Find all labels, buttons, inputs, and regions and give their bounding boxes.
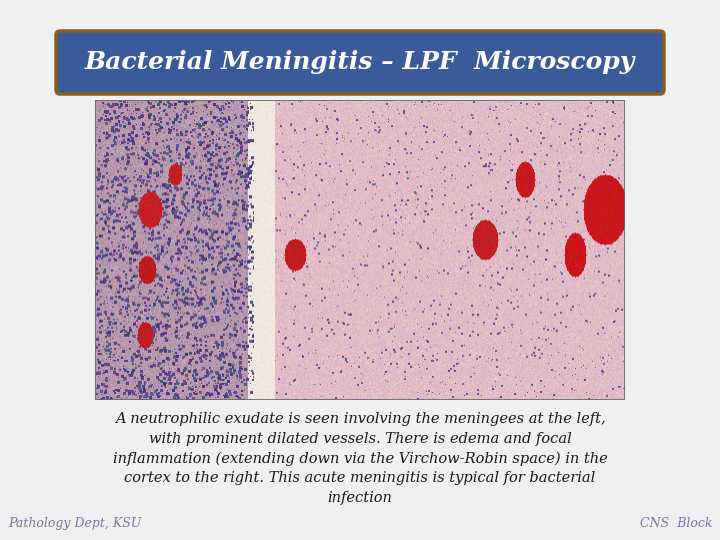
Text: A neutrophilic exudate is seen involving the meningees at the left,
with promine: A neutrophilic exudate is seen involving… bbox=[112, 412, 608, 504]
FancyBboxPatch shape bbox=[56, 31, 664, 94]
Text: Pathology Dept, KSU: Pathology Dept, KSU bbox=[8, 517, 141, 530]
Text: Bacterial Meningitis – LPF  Microscopy: Bacterial Meningitis – LPF Microscopy bbox=[85, 51, 635, 75]
Text: CNS  Block: CNS Block bbox=[639, 517, 712, 530]
